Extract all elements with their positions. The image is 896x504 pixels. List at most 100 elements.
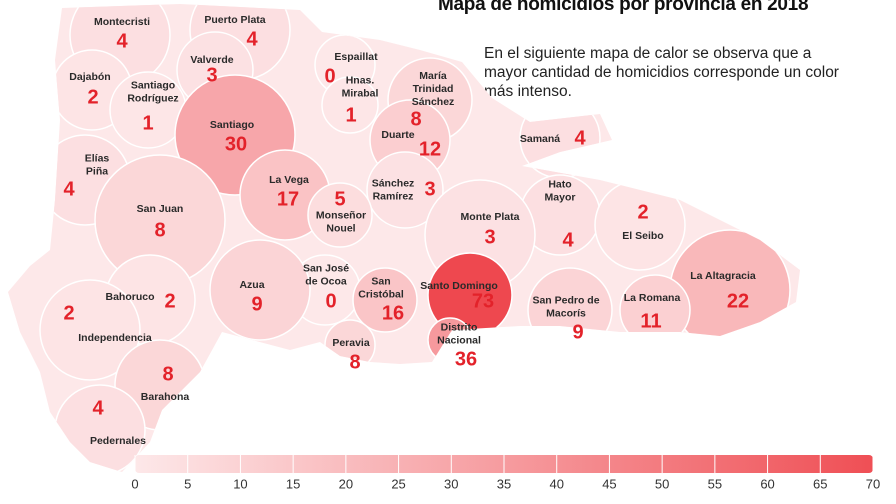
province-name: María (419, 70, 447, 82)
province-name: Trinidad (413, 83, 454, 95)
province-value: 1 (345, 104, 356, 126)
province-value: 30 (225, 133, 247, 155)
province-name: Mayor (545, 191, 576, 203)
tick-label: 30 (444, 476, 458, 491)
province-name: La Romana (624, 292, 681, 304)
province (366, 151, 444, 229)
province-name: Monseñor (316, 209, 366, 221)
province-value: 4 (574, 127, 586, 149)
color-ticks: 0 5 10 15 20 25 30 35 40 45 50 55 60 65 70 (131, 455, 880, 491)
province-value: 9 (251, 293, 262, 315)
province-name: Mirabal (342, 87, 379, 99)
province (209, 239, 311, 341)
province (321, 76, 379, 134)
tick-label: 45 (602, 476, 616, 491)
province (39, 279, 141, 381)
province-name: de Ocoa (305, 275, 347, 287)
province-value: 12 (419, 138, 441, 160)
province-name: Piña (86, 165, 108, 177)
province-name: Puerto Plata (204, 14, 265, 26)
province-value: 22 (727, 290, 749, 312)
tick-label: 70 (866, 476, 880, 491)
tick-label: 55 (708, 476, 722, 491)
province-name: Monte Plata (461, 211, 520, 223)
province-value: 2 (87, 86, 98, 108)
province-name: San (371, 275, 390, 287)
province-name: Distrito (441, 321, 478, 333)
province-value: 4 (63, 178, 75, 200)
province-name: Valverde (190, 54, 233, 66)
province-name: El Seibo (622, 230, 663, 242)
description: En el siguiente mapa de calor se observa… (484, 45, 839, 100)
tick-label: 25 (391, 476, 405, 491)
province-name: Santo Domingo (420, 280, 498, 292)
province-name: Sánchez (372, 177, 415, 189)
tick-label: 20 (339, 476, 353, 491)
province (352, 267, 418, 333)
province-value: 9 (572, 321, 583, 343)
tick-label: 50 (655, 476, 669, 491)
province-name: Samaná (520, 133, 560, 145)
province-name: Sánchez (412, 96, 455, 108)
province-value: 8 (349, 351, 360, 373)
tick-label: 0 (131, 476, 138, 491)
province-name: Bahoruco (105, 291, 154, 303)
province-value: 3 (424, 178, 435, 200)
tick-label: 40 (549, 476, 563, 491)
tick-label: 5 (184, 476, 191, 491)
province-value: 17 (277, 188, 299, 210)
province-name: Duarte (381, 129, 414, 141)
province-name: Nacional (437, 334, 481, 346)
province-name: Montecristi (94, 16, 150, 28)
province-name: Hnas. (346, 74, 375, 86)
province-value: 3 (484, 226, 495, 248)
province-value: 0 (325, 290, 336, 312)
province-name: Rodríguez (127, 92, 178, 104)
province-value: 5 (334, 188, 345, 210)
province-name: Ramírez (373, 190, 414, 202)
province-name: Hato (548, 178, 571, 190)
tick-label: 10 (233, 476, 247, 491)
province (307, 182, 373, 248)
tick-label: 35 (497, 476, 511, 491)
province-value: 8 (162, 363, 173, 385)
province-value: 2 (63, 302, 74, 324)
province-name: La Altagracia (690, 270, 756, 282)
tick-label: 65 (813, 476, 827, 491)
province-name: San Pedro de (532, 294, 599, 306)
province-name: La Vega (269, 174, 309, 186)
province-value: 3 (206, 64, 217, 86)
province-name: Macorís (546, 307, 586, 319)
province-name: Pedernales (90, 435, 146, 447)
province-value: 8 (410, 108, 421, 130)
province-name: Peravia (332, 337, 370, 349)
province (594, 179, 686, 271)
province-name: Espaillat (334, 51, 378, 63)
province-value: 11 (640, 310, 661, 332)
province-value: 4 (116, 30, 128, 52)
province-value: 4 (246, 28, 258, 50)
province-value: 1 (142, 112, 153, 134)
province-name: San José (303, 262, 349, 274)
province-name: Independencia (78, 332, 152, 344)
province-name: Santiago (210, 119, 254, 131)
tick-label: 60 (760, 476, 774, 491)
province-value: 36 (455, 348, 477, 370)
title: Mapa de homicidios por provincia en 2018 (438, 0, 809, 15)
province-value: 8 (154, 219, 165, 241)
province-value: 4 (562, 229, 574, 251)
province-name: Elías (85, 152, 110, 164)
province-value: 4 (92, 397, 104, 419)
province-value: 16 (382, 302, 404, 324)
province-name: San Juan (137, 203, 184, 215)
province-name: Cristóbal (358, 288, 404, 300)
province-value: 0 (324, 65, 335, 87)
province-name: Dajabón (69, 71, 110, 83)
province-name: Barahona (141, 391, 190, 403)
province-value: 2 (637, 201, 648, 223)
province-value: 73 (472, 290, 494, 312)
province-name: Santiago (131, 79, 175, 91)
